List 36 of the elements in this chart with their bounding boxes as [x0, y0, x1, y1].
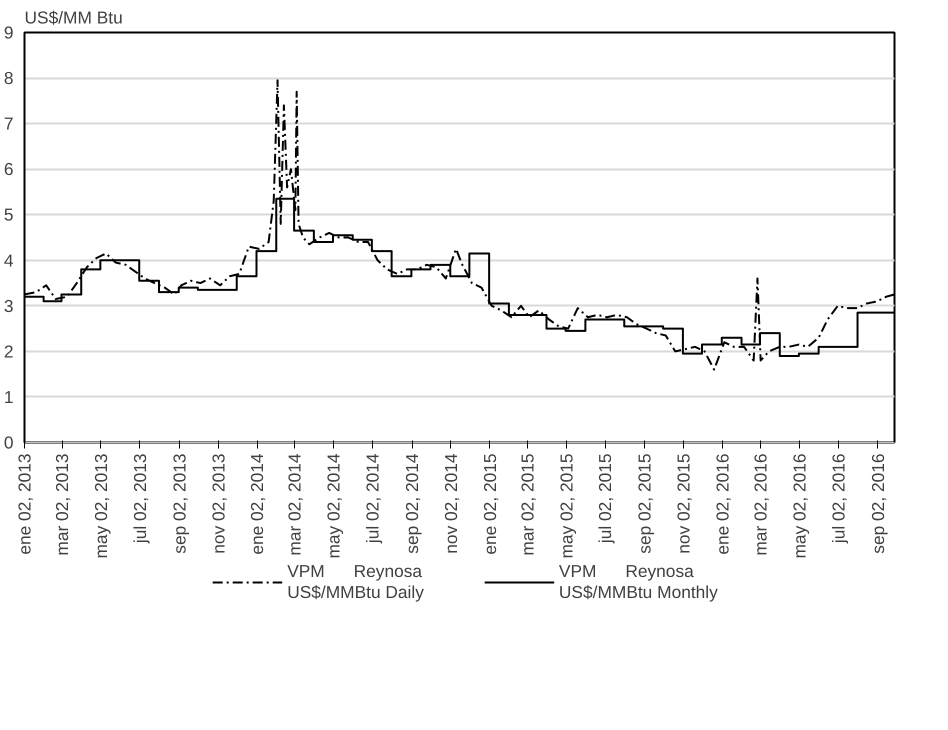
- x-tick-label: mar 02, 2015: [517, 454, 538, 556]
- y-tick-label: 2: [4, 341, 14, 362]
- y-tick-label: 6: [4, 159, 14, 180]
- x-tick-label: nov 02, 2014: [440, 453, 461, 554]
- legend-label: VPM Reynosa US$/MMBtu Monthly: [558, 561, 718, 603]
- x-tick-label: jul 02, 2016: [828, 453, 848, 544]
- x-tick-label: sep 02, 2014: [402, 453, 422, 554]
- x-tick-label: sep 02, 2013: [169, 453, 190, 554]
- x-tick-label: nov 02, 2013: [208, 453, 228, 554]
- y-tick-label: 0: [4, 432, 14, 452]
- x-tick-label: ene 02, 2016: [712, 453, 732, 555]
- x-tick-label: jul 02, 2013: [130, 453, 150, 544]
- y-tick-label: 5: [4, 204, 14, 225]
- x-tick-label: mar 02, 2016: [750, 454, 771, 556]
- y-tick-label: 8: [4, 68, 14, 88]
- x-tick-label: nov 02, 2015: [674, 453, 694, 554]
- x-tick-label: sep 02, 2016: [868, 453, 888, 554]
- y-tick-label: 7: [4, 114, 14, 134]
- x-tick-label: may 02, 2016: [790, 453, 810, 558]
- y-tick-label: 1: [4, 386, 14, 407]
- y-tick-label: 3: [4, 296, 14, 316]
- y-tick-label: 9: [4, 22, 14, 42]
- legend-label: VPM Reynosa US$/MMBtu Daily: [287, 561, 424, 603]
- x-tick-label: sep 02, 2015: [634, 453, 655, 554]
- x-tick-label: mar 02, 2013: [52, 454, 72, 556]
- x-tick-label: ene 02, 2015: [480, 453, 500, 555]
- y-axis-title: US$/MM Btu: [24, 8, 123, 28]
- x-tick-label: ene 02, 2014: [247, 453, 268, 555]
- x-tick-label: jul 02, 2014: [362, 453, 382, 544]
- x-tick-label: may 02, 2014: [324, 453, 344, 558]
- x-tick-label: jul 02, 2015: [595, 453, 616, 544]
- x-tick-label: may 02, 2013: [90, 453, 111, 558]
- x-tick-label: may 02, 2015: [556, 453, 576, 558]
- y-tick-label: 4: [4, 250, 14, 270]
- x-tick-label: ene 02, 2013: [14, 453, 34, 555]
- x-tick-label: mar 02, 2014: [284, 453, 305, 556]
